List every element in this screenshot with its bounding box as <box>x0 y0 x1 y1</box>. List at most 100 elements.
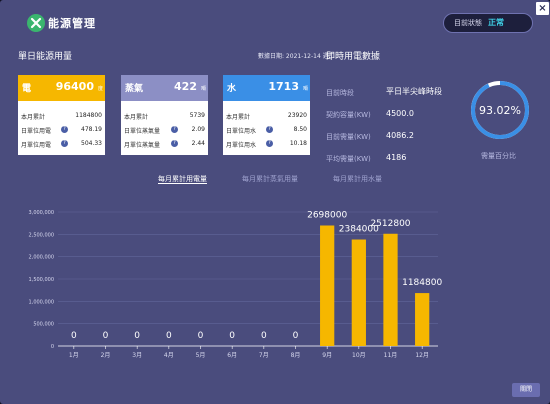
row-value: 478.19 <box>81 126 102 133</box>
y-tick-label: 3,000,000 <box>29 210 54 216</box>
realtime-value: 4186 <box>386 153 407 162</box>
bar <box>320 225 335 346</box>
card-unit: 度 <box>97 86 103 92</box>
card-unit: 噸 <box>302 86 308 92</box>
help-icon[interactable]: ? <box>61 126 68 133</box>
row-label: 本月累計 <box>226 114 251 121</box>
data-label: 0 <box>198 331 204 341</box>
help-icon[interactable]: ? <box>61 140 68 147</box>
help-icon[interactable]: ? <box>266 140 273 147</box>
realtime-value: 4086.2 <box>386 131 414 140</box>
status-badge: 目前狀態 正常 <box>443 13 533 33</box>
x-tick-label: 6月 <box>227 352 237 359</box>
card-name: 電 <box>22 84 32 94</box>
bar <box>351 239 366 346</box>
realtime-title: 即時用電數據 <box>326 52 381 62</box>
x-tick-label: 12月 <box>415 352 429 359</box>
card-name: 蒸氣 <box>125 84 144 94</box>
row-value: 10.18 <box>289 140 307 147</box>
data-label: 0 <box>166 331 172 341</box>
row-label: 日單位用電 <box>21 128 52 135</box>
y-tick-label: 2,000,000 <box>29 255 54 261</box>
card-row: 本月累計 23920 <box>223 109 310 123</box>
row-label: 本月累計 <box>124 114 149 121</box>
row-label: 本月累計 <box>21 114 46 121</box>
card-value: 1713 <box>268 80 299 93</box>
x-tick-label: 8月 <box>291 352 301 359</box>
gauge-fill <box>471 81 529 139</box>
data-label: 2512800 <box>370 219 410 229</box>
realtime-label: 契約容量(KW) <box>326 111 371 119</box>
x-tick-label: 11月 <box>384 352 398 359</box>
realtime-label: 平均需量(KW) <box>326 155 371 163</box>
x-tick-label: 9月 <box>322 352 332 359</box>
card-header: 蒸氣 422 噸 <box>121 75 208 101</box>
app-logo-icon <box>27 14 45 32</box>
y-tick-label: 500,000 <box>33 322 54 328</box>
data-date: 數據日期: 2021-12-14 週二 <box>258 53 335 60</box>
y-tick-label: 1,000,000 <box>29 299 54 305</box>
help-icon[interactable]: ? <box>266 126 273 133</box>
row-label: 月單位用水 <box>226 142 257 149</box>
data-label: 0 <box>103 331 109 341</box>
x-tick-label: 1月 <box>69 352 79 359</box>
card-unit: 噸 <box>200 86 206 92</box>
data-label: 0 <box>229 331 235 341</box>
help-icon[interactable]: ? <box>171 140 178 147</box>
gauge-value: 93.02% <box>479 104 521 117</box>
card-row: 本月累計 5739 <box>121 109 208 123</box>
row-value: 2.09 <box>191 126 205 133</box>
data-label: 0 <box>71 331 77 341</box>
tab-monthly-electricity[interactable]: 每月累計用電量 <box>158 175 207 183</box>
card-row: 本月累計 1184800 <box>18 109 105 123</box>
realtime-value: 平日半尖峰時段 <box>386 87 442 96</box>
x-tick-label: 2月 <box>101 352 111 359</box>
card-row: 日單位用水 ? 8.50 <box>223 123 310 137</box>
card-row: 月單位用水 ? 10.18 <box>223 137 310 151</box>
app-title: 能源管理 <box>48 17 96 30</box>
data-label: 1184800 <box>402 278 442 288</box>
data-label: 0 <box>134 331 140 341</box>
row-value: 23920 <box>287 112 307 119</box>
card-row: 月單位蒸氣量 ? 2.44 <box>121 137 208 151</box>
card-header: 電 96400 度 <box>18 75 105 101</box>
y-tick-label: 0 <box>51 344 54 350</box>
data-label: 2698000 <box>307 210 347 220</box>
tab-monthly-water[interactable]: 每月累計用水量 <box>333 175 382 183</box>
x-tick-label: 10月 <box>352 352 366 359</box>
demand-gauge: 93.02% <box>471 81 529 139</box>
help-icon[interactable]: ? <box>171 126 178 133</box>
x-tick-label: 4月 <box>164 352 174 359</box>
data-label: 0 <box>261 331 267 341</box>
y-tick-label: 1,500,000 <box>29 277 54 283</box>
water-card: 水 1713 噸 本月累計 23920 日單位用水 ? 8.50 月單位用水 ?… <box>223 75 310 155</box>
row-label: 月單位蒸氣量 <box>124 142 161 149</box>
bar <box>415 293 430 346</box>
row-value: 5739 <box>189 112 205 119</box>
close-button[interactable]: 關閉 <box>512 383 540 397</box>
daily-usage-title: 單日能源用量 <box>18 52 73 62</box>
bar <box>383 233 398 346</box>
row-value: 8.50 <box>293 126 307 133</box>
gauge-label: 需量百分比 <box>481 152 516 160</box>
card-value: 422 <box>174 80 197 93</box>
electricity-card: 電 96400 度 本月累計 1184800 日單位用電 ? 478.19 月單… <box>18 75 105 155</box>
realtime-label: 目前需量(KW) <box>326 133 371 141</box>
card-row: 日單位用電 ? 478.19 <box>18 123 105 137</box>
status-value: 正常 <box>488 18 504 27</box>
row-label: 日單位用水 <box>226 128 257 135</box>
row-label: 日單位蒸氣量 <box>124 128 161 135</box>
y-tick-label: 2,500,000 <box>29 232 54 238</box>
status-label: 目前狀態 <box>454 19 482 27</box>
steam-card: 蒸氣 422 噸 本月累計 5739 日單位蒸氣量 ? 2.09 月單位蒸氣量 … <box>121 75 208 155</box>
card-value: 96400 <box>55 80 94 93</box>
close-icon[interactable]: × <box>536 2 549 15</box>
tab-monthly-steam[interactable]: 每月累計蒸氣用量 <box>242 175 298 183</box>
card-header: 水 1713 噸 <box>223 75 310 101</box>
card-row: 月單位用電 ? 504.33 <box>18 137 105 151</box>
row-value: 1184800 <box>75 112 102 119</box>
realtime-value: 4500.0 <box>386 109 414 118</box>
monthly-electricity-chart: 0 500,000 1,000,000 1,500,000 2,000,000 2,500… <box>29 210 443 359</box>
x-tick-label: 5月 <box>196 352 206 359</box>
